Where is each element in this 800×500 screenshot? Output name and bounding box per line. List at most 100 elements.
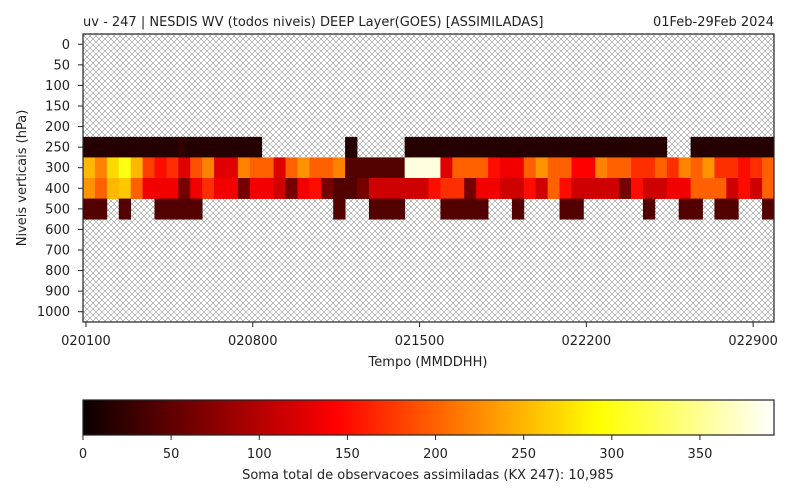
heatmap-cell xyxy=(309,178,316,199)
y-tick-label: 500 xyxy=(45,202,70,217)
heatmap-cell xyxy=(666,178,674,199)
heatmap-cell xyxy=(327,178,334,199)
y-tick-label: 200 xyxy=(45,120,70,135)
heatmap-cell xyxy=(642,136,650,158)
heatmap-cell xyxy=(220,178,227,199)
heatmap-cell xyxy=(208,157,215,179)
heatmap-cell xyxy=(166,198,173,220)
heatmap-cell xyxy=(452,157,459,179)
colorbar-tick-label: 150 xyxy=(335,447,360,462)
heatmap-cell xyxy=(154,198,161,220)
heatmap-cell xyxy=(297,157,304,179)
heatmap-cell xyxy=(237,136,245,158)
heatmap-cell xyxy=(184,157,191,179)
heatmap-cell xyxy=(589,178,596,199)
heatmap-cell xyxy=(535,136,543,158)
heatmap-cell xyxy=(768,198,775,220)
heatmap-cell xyxy=(434,136,441,158)
heatmap-cell xyxy=(380,178,388,199)
heatmap-cell xyxy=(172,136,179,158)
heatmap-cell xyxy=(398,198,406,220)
heatmap-cell xyxy=(362,178,370,199)
heatmap-cell xyxy=(410,136,417,158)
heatmap-cell xyxy=(160,178,167,199)
heatmap-cell xyxy=(208,136,215,158)
heatmap-cell xyxy=(684,178,692,199)
heatmap-cell xyxy=(482,178,489,199)
heatmap-cell xyxy=(762,157,769,179)
heatmap-cell xyxy=(339,178,346,199)
x-axis: 020100 020800 021500 022200 022900 xyxy=(61,322,778,349)
heatmap-cell xyxy=(83,157,90,179)
heatmap-cell xyxy=(124,198,132,220)
heatmap-cell xyxy=(368,157,376,179)
heatmap-cell xyxy=(535,157,543,179)
heatmap-cell xyxy=(648,136,656,158)
heatmap-cell xyxy=(249,178,257,199)
heatmap-cell xyxy=(678,198,686,220)
y-tick-label: 100 xyxy=(45,79,70,94)
heatmap-cell xyxy=(535,178,543,199)
heatmap-cell xyxy=(601,157,608,179)
heatmap-cell xyxy=(577,136,584,158)
heatmap-cell xyxy=(702,157,709,179)
heatmap-cell xyxy=(768,178,775,199)
heatmap-cell xyxy=(309,157,316,179)
heatmap-cell xyxy=(494,136,501,158)
heatmap-cell xyxy=(214,136,221,158)
y-axis-label: Niveis verticais (hPa) xyxy=(15,110,30,247)
heatmap-cell xyxy=(619,136,626,158)
heatmap-cell xyxy=(476,157,483,179)
heatmap-cell xyxy=(714,136,721,158)
heatmap-cell xyxy=(392,198,400,220)
heatmap-cell xyxy=(386,198,394,220)
heatmap-cell xyxy=(386,178,394,199)
heatmap-cell xyxy=(529,178,537,199)
heatmap-cell xyxy=(750,157,757,179)
heatmap-cell xyxy=(702,136,709,158)
heatmap-cell xyxy=(392,157,400,179)
heatmap-cell xyxy=(762,178,769,199)
heatmap-cell xyxy=(285,178,292,199)
heatmap-cell xyxy=(291,178,298,199)
heatmap-cell xyxy=(327,157,334,179)
y-axis: 0 50 100 150 200 250 300 400 500 600 700 800 900 1000 xyxy=(37,38,83,320)
heatmap-cell xyxy=(124,178,132,199)
heatmap-cell xyxy=(613,157,620,179)
heatmap-cell xyxy=(303,157,310,179)
heatmap-cell xyxy=(714,198,721,220)
heatmap-cell xyxy=(464,198,471,220)
heatmap-cell xyxy=(398,157,406,179)
heatmap-cell xyxy=(565,178,572,199)
heatmap-cell xyxy=(636,157,644,179)
heatmap-cell xyxy=(261,178,269,199)
heatmap-cell xyxy=(357,157,364,179)
heatmap-cell xyxy=(333,178,340,199)
heatmap-cell xyxy=(416,136,423,158)
heatmap-cell xyxy=(118,178,126,199)
heatmap-cell xyxy=(148,136,155,158)
heatmap-cell xyxy=(648,198,656,220)
heatmap-cell xyxy=(642,198,650,220)
colorbar-tick-label: 250 xyxy=(511,447,536,462)
heatmap-cell xyxy=(267,178,275,199)
heatmap-cell xyxy=(607,178,614,199)
heatmap-cell xyxy=(744,136,751,158)
heatmap-cell xyxy=(482,198,489,220)
heatmap-cell xyxy=(756,157,763,179)
heatmap-cell xyxy=(225,178,233,199)
heatmap-cell xyxy=(690,157,697,179)
heatmap-cell xyxy=(160,157,167,179)
heatmap-cell xyxy=(744,178,751,199)
heatmap-cell xyxy=(202,157,209,179)
heatmap-cell xyxy=(106,136,114,158)
heatmap-cell xyxy=(589,136,596,158)
heatmap-cell xyxy=(345,178,352,199)
heatmap-cell xyxy=(541,136,549,158)
heatmap-cell xyxy=(577,178,584,199)
heatmap-cell xyxy=(392,178,400,199)
heatmap-cell xyxy=(416,178,423,199)
heatmap-cell xyxy=(577,198,584,220)
heatmap-cell xyxy=(452,178,459,199)
